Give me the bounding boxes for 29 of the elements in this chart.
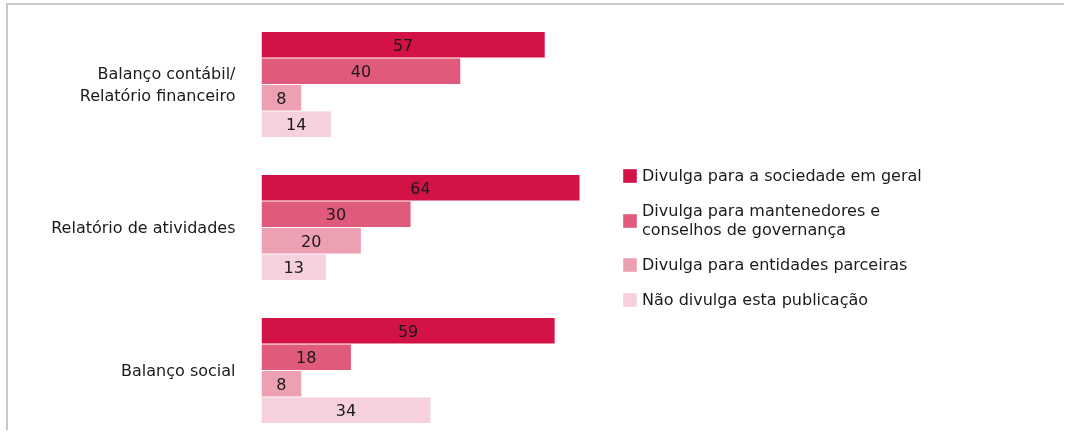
- bar: [261, 317, 555, 344]
- bar: [261, 344, 351, 370]
- bar: [261, 397, 431, 423]
- y-tick-label: Balanço social: [121, 360, 236, 380]
- y-tick-label: Balanço contábil/ Relatório financeiro: [79, 63, 237, 106]
- legend-label: Divulga para entidades parceiras: [642, 255, 908, 274]
- bar: [261, 227, 361, 254]
- bar: [261, 111, 332, 137]
- data-label: 14: [286, 115, 307, 135]
- y-tick-label: Relatório de atividades: [51, 217, 236, 237]
- bar: [261, 201, 411, 227]
- legend-label: Não divulga esta publicação: [642, 290, 869, 309]
- data-label: 34: [335, 401, 357, 421]
- data-label: 59: [397, 321, 419, 341]
- data-label: 40: [350, 62, 372, 82]
- data-label: 64: [410, 178, 431, 198]
- data-label: 30: [325, 205, 347, 225]
- legend-label: Divulga para a sociedade em geral: [642, 166, 922, 185]
- data-label: 18: [296, 348, 317, 368]
- bar: [261, 174, 580, 201]
- legend-label: Divulga para mantenedores e conselhos de governança: [642, 201, 881, 239]
- bar: [261, 31, 545, 58]
- data-label: 8: [276, 88, 287, 108]
- bar: [261, 58, 461, 84]
- data-label: 57: [392, 35, 414, 55]
- data-label: 20: [301, 231, 322, 251]
- bar: [261, 254, 327, 280]
- data-label: 8: [276, 374, 287, 394]
- data-label: 13: [283, 258, 304, 278]
